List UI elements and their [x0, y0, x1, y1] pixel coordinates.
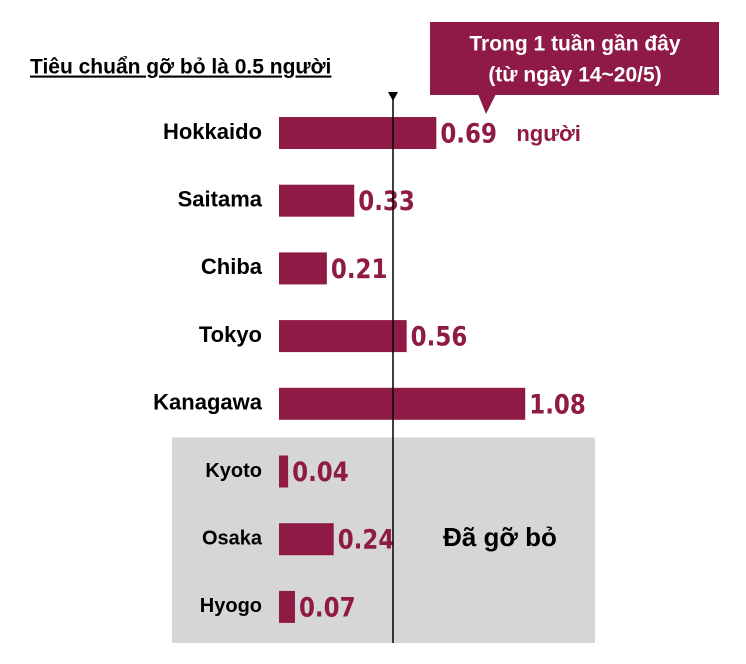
- annotation-box: [430, 22, 719, 95]
- bar: [279, 117, 437, 149]
- bar: [279, 455, 289, 488]
- threshold-marker: [388, 92, 398, 101]
- category-label: Kanagawa: [153, 390, 263, 415]
- bar: [279, 252, 327, 285]
- value-label: 0.04: [292, 456, 349, 487]
- bar: [279, 387, 526, 420]
- value-label: 1.08: [529, 389, 586, 420]
- category-label: Hokkaido: [163, 119, 262, 144]
- value-label: 0.21: [331, 253, 388, 284]
- bar: [279, 320, 407, 353]
- category-label: Kyoto: [205, 460, 262, 482]
- annotation-line: Trong 1 tuần gần đây: [469, 33, 681, 56]
- bar: [279, 590, 295, 623]
- category-label: Tokyo: [199, 322, 262, 347]
- removed-region: [172, 437, 595, 643]
- chart-title: Tiêu chuẩn gỡ bỏ là 0.5 người: [30, 56, 331, 79]
- value-label: 0.56: [411, 321, 468, 352]
- category-label: Osaka: [202, 527, 263, 549]
- annotation-pointer: [478, 94, 496, 114]
- category-label: Saitama: [178, 187, 263, 212]
- value-label: 0.07: [299, 592, 356, 623]
- category-label: Hyogo: [200, 595, 262, 617]
- bar: [279, 523, 334, 556]
- bar: [279, 184, 355, 217]
- category-label: Chiba: [201, 254, 263, 279]
- removed-label: Đã gỡ bỏ: [443, 522, 557, 552]
- unit-label: người: [516, 121, 581, 146]
- value-label: 0.69: [440, 118, 497, 149]
- value-label: 0.24: [338, 524, 395, 555]
- value-label: 0.33: [358, 185, 415, 216]
- annotation-line: (từ ngày 14~20/5): [488, 64, 661, 87]
